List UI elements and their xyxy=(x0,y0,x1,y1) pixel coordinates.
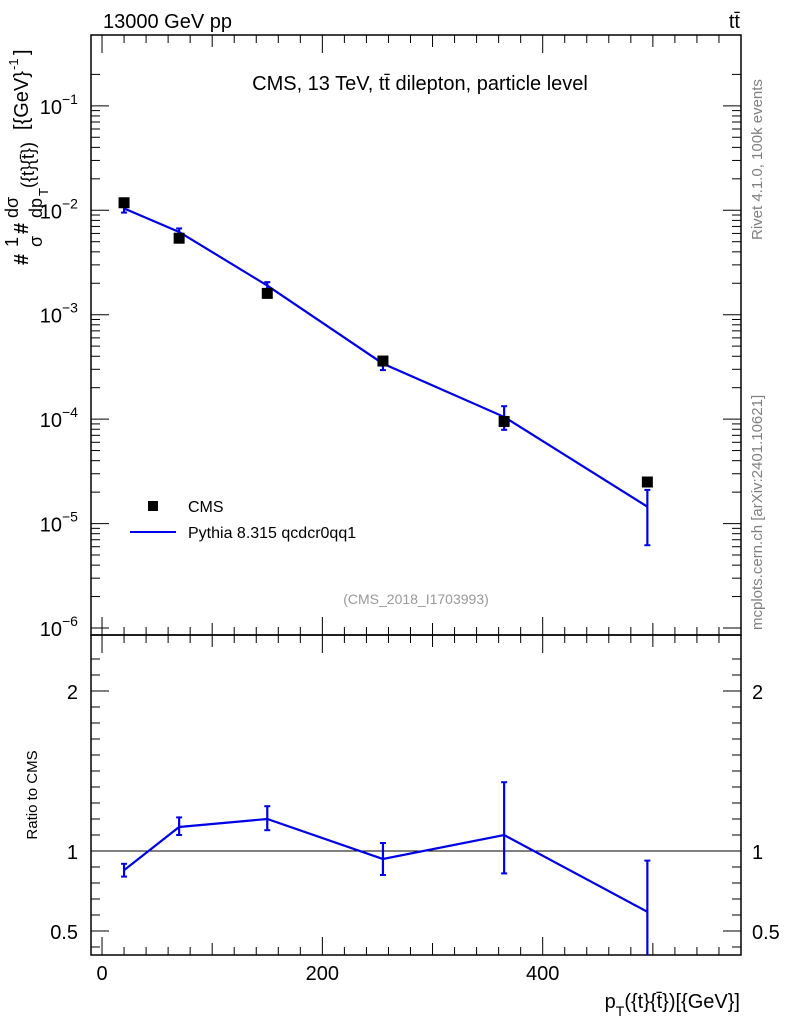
main-y-tick-exponent: −3 xyxy=(62,300,78,316)
svg-text:# 1 σ #: # 1 σ # dσ dp T ({t}{t̄}) [{GeV} -1 ] xyxy=(1,49,53,265)
x-axis-label: pT({t}{t̄})[{GeV}] xyxy=(605,991,740,1019)
cms-data-point xyxy=(377,355,389,367)
ratio-y-tick-label: 1 xyxy=(67,842,78,864)
ylabel-hash1: # xyxy=(11,254,33,265)
legend-marker-cms xyxy=(148,501,158,511)
header-right: tt̄ xyxy=(729,11,741,33)
analysis-tag: (CMS_2018_I1703993) xyxy=(343,591,489,607)
x-tick-label: 0 xyxy=(96,963,107,985)
main-y-tick-exponent: −6 xyxy=(62,613,78,629)
main-y-tick-label: 10 xyxy=(40,619,62,641)
ylabel-unit: [{GeV} xyxy=(11,71,33,130)
ylabel-one: 1 xyxy=(2,237,22,247)
ratio-y-tick-label: 0.5 xyxy=(50,922,78,944)
main-y-tick-exponent: −4 xyxy=(62,404,78,420)
ylabel-sup: -1 xyxy=(6,58,21,70)
ratio-x-ticks: 0 200 400 xyxy=(96,635,720,985)
ratio-panel-frame xyxy=(90,634,742,956)
ylabel-end: ] xyxy=(11,49,33,55)
cms-data-point xyxy=(641,476,653,488)
main-y-tick-exponent: −1 xyxy=(62,91,78,107)
ylabel-dp: dp xyxy=(26,198,46,218)
ylabel-dsigma: dσ xyxy=(2,197,22,218)
legend-label-cms: CMS xyxy=(188,499,224,516)
header-left: 13000 GeV pp xyxy=(103,11,232,33)
ratio-y-label: Ratio to CMS xyxy=(24,750,41,839)
xlabel-p: p xyxy=(605,991,616,1013)
xlabel-sub: T xyxy=(616,1003,625,1019)
main-panel-frame xyxy=(90,34,742,636)
legend-label-mc: Pythia 8.315 qcdcr0qq1 xyxy=(188,525,356,542)
xlabel-rest: ({t}{t̄})[{GeV}] xyxy=(624,991,740,1013)
ylabel-hash2: # xyxy=(11,223,33,234)
ratio-y-tick-label-right: 0.5 xyxy=(752,922,780,944)
main-y-tick-label: 10 xyxy=(40,410,62,432)
main-y-ticks: 10−610−510−410−310−210−1 xyxy=(40,73,741,641)
main-y-tick-label: 10 xyxy=(40,306,62,328)
ratio-y-tick-label-right: 1 xyxy=(752,842,763,864)
main-y-label: # 1 σ # dσ dp T ({t}{t̄}) [{GeV} -1 ] xyxy=(1,49,53,265)
ratio-line xyxy=(123,817,648,913)
x-tick-label: 200 xyxy=(306,963,339,985)
main-y-tick-exponent: −5 xyxy=(62,509,78,525)
mc-line xyxy=(123,207,648,508)
rivet-label: Rivet 4.1.0, 100k events xyxy=(749,79,766,240)
ylabel-sigma: σ xyxy=(26,236,46,247)
chart-title: CMS, 13 TeV, tt̄ dilepton, particle leve… xyxy=(252,73,588,95)
ratio-y-ticks: 0.5 0.5 1 1 2 2 xyxy=(50,658,780,948)
ratio-y-tick-label-right: 2 xyxy=(752,682,763,704)
cms-data-point xyxy=(118,197,130,209)
main-series xyxy=(118,197,653,547)
ratio-series xyxy=(121,781,651,955)
cms-data-point xyxy=(261,287,273,299)
main-y-tick-exponent: −2 xyxy=(62,195,78,211)
main-y-tick-label: 10 xyxy=(40,97,62,119)
main-y-tick-label: 10 xyxy=(40,201,62,223)
ylabel-args: ({t}{t̄}) xyxy=(18,142,38,188)
ratio-y-tick-label: 2 xyxy=(67,682,78,704)
x-tick-label: 400 xyxy=(526,963,559,985)
cms-data-point xyxy=(498,415,510,427)
main-x-ticks xyxy=(101,35,720,635)
cms-data-point xyxy=(173,232,185,244)
legend: CMS Pythia 8.315 qcdcr0qq1 xyxy=(130,499,356,542)
ylabel-sub: T xyxy=(36,188,51,196)
main-y-tick-label: 10 xyxy=(40,515,62,537)
mcplots-label: mcplots.cern.ch [arXiv:2401.10621] xyxy=(749,395,766,630)
